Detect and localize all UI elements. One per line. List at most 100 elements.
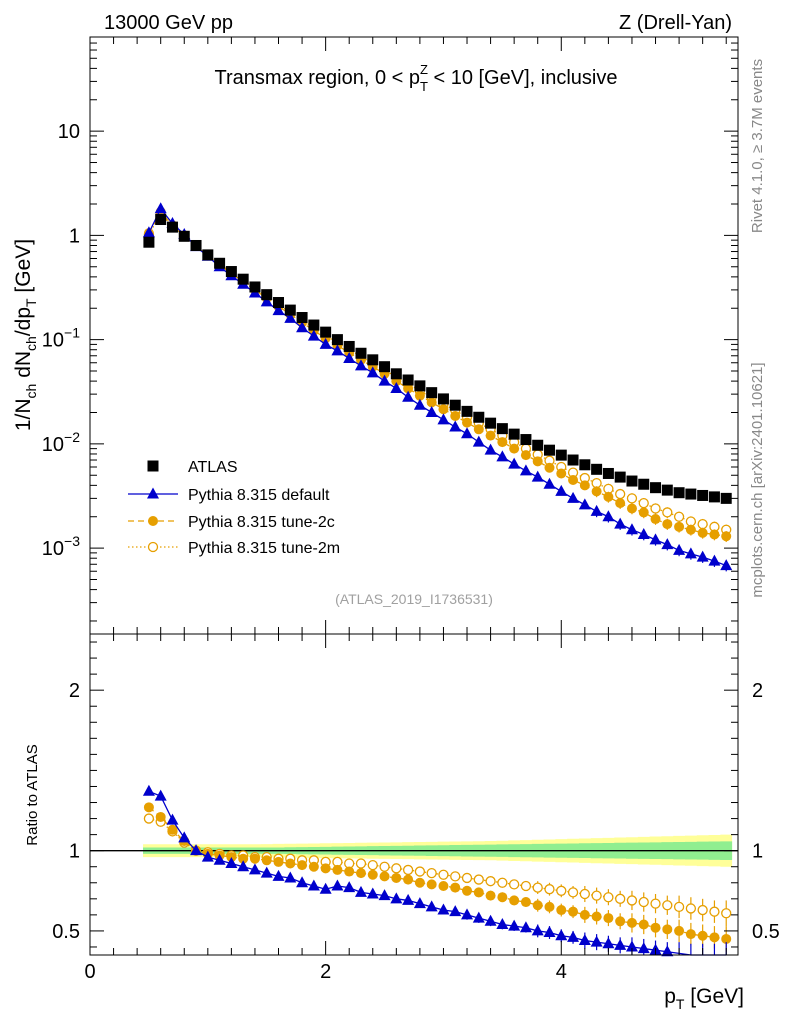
data-point bbox=[721, 531, 732, 542]
ratio-data-point bbox=[391, 863, 402, 874]
ratio-data-point bbox=[391, 872, 402, 883]
xlabel: pT [GeV] bbox=[664, 985, 744, 1012]
ratio-series bbox=[142, 784, 732, 957]
ratio-data-point bbox=[568, 906, 579, 917]
data-point bbox=[685, 524, 696, 535]
data-point bbox=[578, 498, 591, 510]
data-point bbox=[461, 405, 473, 417]
legend-marker bbox=[147, 541, 159, 553]
ratio-data-point bbox=[260, 866, 273, 878]
ratio-data-point bbox=[721, 908, 732, 919]
data-point bbox=[615, 488, 626, 500]
ratio-data-point bbox=[390, 892, 403, 904]
chart-title: Transmax region, 0 < pTZ < 10 [GeV], inc… bbox=[215, 62, 618, 94]
ratio-data-point bbox=[413, 897, 426, 909]
data-point bbox=[519, 464, 532, 476]
ratio-data-point bbox=[472, 911, 485, 923]
data-point bbox=[402, 390, 415, 402]
data-point bbox=[662, 519, 673, 530]
data-point bbox=[673, 487, 685, 499]
ratio-data-point bbox=[155, 811, 166, 822]
ratio-data-point bbox=[438, 880, 449, 891]
ratio-data-point bbox=[343, 881, 356, 893]
ratio-data-point bbox=[661, 945, 674, 957]
ratio-data-point bbox=[626, 917, 637, 928]
data-point bbox=[649, 533, 662, 545]
data-point bbox=[261, 289, 273, 301]
ratio-data-point bbox=[685, 929, 696, 940]
ratio-series-line bbox=[148, 806, 727, 940]
data-point bbox=[355, 347, 367, 359]
ratio-data-point bbox=[579, 888, 590, 900]
ratio-data-point bbox=[154, 789, 167, 801]
ratio-data-point bbox=[307, 879, 320, 891]
ratio-data-point bbox=[238, 853, 249, 864]
y-tick-label: 1 bbox=[69, 225, 80, 247]
rivet-label: Rivet 4.1.0, ≥ 3.7M events bbox=[749, 59, 766, 233]
data-point bbox=[343, 351, 356, 363]
data-point bbox=[438, 404, 449, 415]
ratio-data-point bbox=[603, 913, 614, 924]
data-point bbox=[462, 417, 473, 428]
ratio-data-point bbox=[567, 930, 580, 942]
ratio-data-point bbox=[637, 942, 650, 954]
ratio-data-point bbox=[650, 898, 661, 909]
ratio-data-point bbox=[201, 850, 214, 862]
x-tick-label: 2 bbox=[320, 961, 331, 983]
y-tick-label: 10−2 bbox=[42, 429, 80, 456]
data-point bbox=[485, 430, 496, 441]
data-point bbox=[331, 334, 343, 346]
ratio-data-point bbox=[296, 876, 309, 888]
data-point bbox=[661, 538, 674, 550]
ratio-data-point bbox=[614, 938, 627, 950]
data-point bbox=[273, 297, 285, 309]
ratio-data-point bbox=[556, 885, 567, 896]
ratio-data-point bbox=[461, 908, 474, 920]
ratio-data-point bbox=[650, 922, 661, 933]
data-point bbox=[155, 214, 167, 226]
y-tick-label: 10 bbox=[58, 121, 80, 143]
data-point bbox=[579, 480, 590, 491]
ratio-data-point bbox=[379, 871, 390, 882]
legend-label: ATLAS bbox=[188, 459, 238, 476]
ratio-data-point bbox=[355, 858, 367, 869]
ratio-data-point bbox=[414, 877, 425, 888]
data-point bbox=[709, 529, 720, 540]
ratio-data-point bbox=[473, 887, 484, 898]
ratio-data-point bbox=[508, 919, 521, 931]
ratio-data-point bbox=[485, 876, 496, 887]
ratio-data-point bbox=[332, 864, 343, 875]
data-point bbox=[485, 417, 497, 429]
ratio-data-point bbox=[450, 882, 461, 893]
ratio-data-point bbox=[331, 879, 344, 891]
ratio-data-point bbox=[615, 893, 626, 904]
ratio-y-tick-label-right: 0.5 bbox=[752, 921, 780, 943]
data-point bbox=[143, 236, 155, 248]
ratio-data-point bbox=[626, 895, 638, 906]
ratio-data-point bbox=[638, 919, 649, 930]
data-point bbox=[650, 482, 662, 494]
ratio-data-point bbox=[379, 861, 390, 872]
data-point bbox=[331, 344, 344, 356]
data-point bbox=[461, 427, 474, 439]
legend: ATLAS Pythia 8.315 default Pythia 8.315 tu… bbox=[128, 459, 340, 557]
ratio-y-tick-label: 2 bbox=[69, 680, 80, 702]
ratio-data-point bbox=[674, 925, 685, 936]
series-atlas bbox=[143, 214, 732, 504]
data-point bbox=[413, 398, 426, 410]
data-point bbox=[437, 413, 450, 425]
data-point bbox=[378, 374, 391, 386]
data-point bbox=[154, 202, 167, 214]
ratio-data-point bbox=[367, 869, 378, 880]
ratio-data-point bbox=[721, 933, 732, 944]
data-point bbox=[614, 517, 627, 529]
ratio-data-point bbox=[426, 879, 437, 890]
data-point bbox=[532, 439, 544, 451]
data-point bbox=[449, 399, 461, 411]
ratio-data-point bbox=[297, 860, 308, 871]
ratio-data-point bbox=[590, 935, 603, 947]
ratio-data-point bbox=[438, 869, 449, 880]
ratio-y-tick-label: 1 bbox=[69, 841, 80, 863]
ratio-data-point bbox=[449, 905, 462, 917]
data-point bbox=[390, 381, 403, 393]
